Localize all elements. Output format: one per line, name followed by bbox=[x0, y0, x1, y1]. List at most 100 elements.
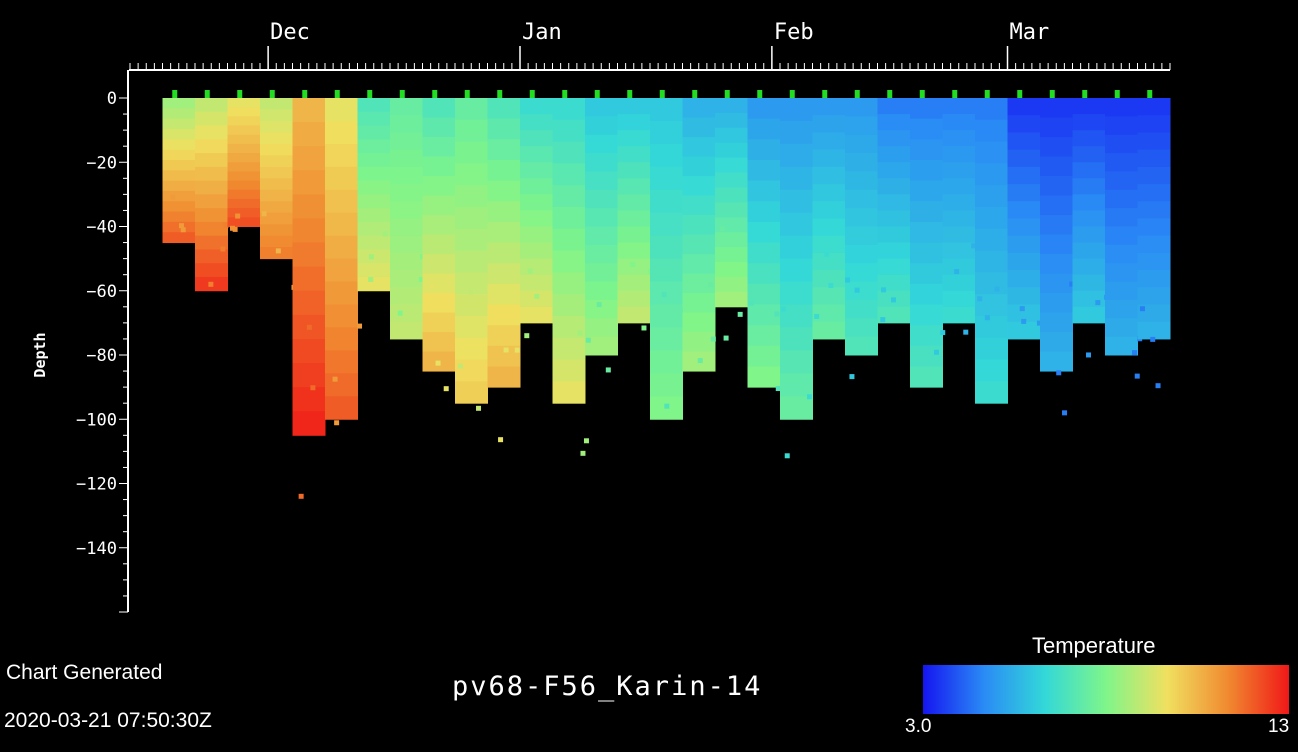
profile-segment bbox=[650, 327, 683, 351]
profile-segment bbox=[1137, 321, 1171, 340]
profile-segment bbox=[260, 166, 293, 179]
x-minor-ticks bbox=[129, 63, 1171, 70]
profile-segment bbox=[1072, 130, 1106, 147]
surface-marker bbox=[952, 90, 958, 98]
deep-sample-point bbox=[748, 300, 754, 306]
profile-segment bbox=[325, 143, 358, 168]
profile-segment bbox=[1007, 270, 1041, 288]
deep-sample-point bbox=[1056, 370, 1062, 376]
profile-segment bbox=[845, 244, 878, 264]
profile-segment bbox=[552, 228, 586, 252]
profile-column bbox=[780, 90, 813, 459]
profile-segment bbox=[975, 228, 1008, 252]
deep-sample-point bbox=[261, 211, 267, 217]
deep-sample-point bbox=[1036, 320, 1042, 326]
surface-marker bbox=[562, 90, 568, 98]
profile-segment bbox=[1105, 171, 1138, 191]
deep-sample-point bbox=[220, 246, 226, 252]
profile-segment bbox=[715, 262, 748, 278]
profile-segment bbox=[1137, 115, 1171, 133]
deep-sample-point bbox=[418, 277, 424, 283]
x-tick-label: Feb bbox=[774, 20, 814, 45]
profile-segment bbox=[910, 325, 943, 347]
profile-segment bbox=[812, 115, 846, 133]
deep-sample-point bbox=[596, 302, 602, 308]
profile-segment bbox=[455, 315, 488, 339]
profile-segment bbox=[195, 194, 228, 209]
surface-marker bbox=[627, 90, 633, 98]
profile-column bbox=[552, 90, 589, 456]
profile-segment bbox=[617, 146, 651, 163]
profile-segment bbox=[877, 98, 911, 115]
profile-segment bbox=[357, 235, 391, 250]
profile-segment bbox=[195, 125, 228, 140]
profile-segment bbox=[292, 218, 326, 244]
deep-sample-point bbox=[697, 358, 703, 364]
deep-sample-point bbox=[854, 287, 860, 293]
deep-sample-point bbox=[1062, 410, 1068, 416]
profile-segment bbox=[1105, 116, 1138, 136]
profile-segment bbox=[1040, 293, 1073, 314]
deep-sample-point bbox=[170, 194, 176, 200]
profile-segment bbox=[325, 235, 358, 260]
profile-segment bbox=[227, 153, 261, 163]
profile-segment bbox=[585, 336, 618, 356]
profile-segment bbox=[910, 242, 943, 264]
y-tick-label: −80 bbox=[86, 346, 117, 366]
profile-segment bbox=[975, 185, 1008, 208]
deep-sample-point bbox=[368, 276, 374, 282]
profile-segment bbox=[195, 111, 228, 127]
y-tick-label: 0 bbox=[107, 89, 117, 109]
profile-segment bbox=[585, 134, 618, 154]
profile-segment bbox=[292, 411, 326, 436]
profile-column bbox=[422, 90, 456, 392]
profile-segment bbox=[260, 189, 293, 202]
surface-marker bbox=[399, 90, 405, 98]
profile-segment bbox=[942, 242, 976, 260]
profile-segment bbox=[682, 312, 716, 333]
profile-segment bbox=[292, 122, 326, 147]
deep-sample-point bbox=[503, 347, 509, 353]
profile-segment bbox=[617, 210, 651, 227]
profile-column bbox=[195, 90, 229, 292]
profile-segment bbox=[780, 189, 813, 214]
profile-segment bbox=[1105, 226, 1138, 246]
surface-marker bbox=[724, 90, 730, 98]
colorbar-max-label: 13 bbox=[1268, 716, 1290, 737]
profile-segment bbox=[195, 235, 228, 250]
profile-segment bbox=[390, 321, 423, 340]
profile-segment bbox=[1040, 156, 1073, 177]
profile-segment bbox=[292, 242, 326, 268]
deep-sample-point bbox=[232, 226, 238, 232]
profile-segment bbox=[1072, 258, 1106, 276]
profile-segment bbox=[162, 128, 196, 140]
profile-segment bbox=[227, 98, 261, 108]
surface-marker bbox=[237, 90, 243, 98]
profile-segment bbox=[715, 127, 748, 144]
profile-column bbox=[942, 90, 977, 335]
profile-segment bbox=[650, 212, 683, 237]
surface-marker bbox=[334, 90, 340, 98]
profile-segment bbox=[422, 176, 456, 197]
profile-segment bbox=[1072, 146, 1106, 163]
profile-segment bbox=[845, 281, 878, 301]
profile-segment bbox=[942, 98, 976, 115]
profile-segment bbox=[552, 337, 586, 361]
profile-column bbox=[682, 90, 716, 372]
profile-segment bbox=[877, 114, 911, 131]
profile-segment bbox=[162, 170, 196, 182]
profile-segment bbox=[292, 387, 326, 412]
profile-segment bbox=[780, 235, 813, 260]
deep-sample-point bbox=[577, 330, 583, 336]
profile-segment bbox=[780, 350, 813, 374]
deep-sample-point bbox=[710, 336, 716, 342]
deep-sample-point bbox=[814, 313, 820, 319]
profile-segment bbox=[910, 180, 943, 202]
profile-segment bbox=[227, 162, 261, 172]
profile-segment bbox=[487, 201, 521, 223]
profile-segment bbox=[1137, 235, 1171, 254]
profile-segment bbox=[942, 178, 976, 195]
profile-segment bbox=[1137, 132, 1171, 151]
profile-segment bbox=[650, 373, 683, 397]
profile-segment bbox=[942, 130, 976, 147]
